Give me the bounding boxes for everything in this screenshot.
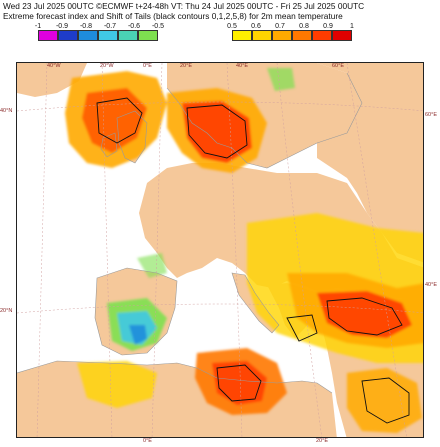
legend-positive-tick-4: 0.9 [323,23,333,30]
legend-negative-swatch-0 [38,30,58,41]
shift-of-tails-contours [96,97,410,424]
coord-right-1: 40°E [425,282,437,288]
efi-map [16,62,424,438]
legend-negative-tick-0: -1 [34,23,42,30]
legend-positive-swatch-4 [312,30,332,41]
chart-title: Wed 23 Jul 2025 00UTC ©ECMWF t+24-48h VT… [3,1,365,11]
legend-negative-tick-2: -0.8 [79,23,93,30]
legend-negative-tick-1: -0.9 [55,23,69,30]
coord-top-3: 20°E [180,63,192,69]
legend-positive-tick-3: 0.8 [299,23,309,30]
legend-positive-swatch-1 [252,30,272,41]
coord-bottom-0: 0°E [143,438,152,444]
legend-negative-swatch-2 [78,30,98,41]
coord-top-0: 40°W [47,63,61,69]
legend-negative-tick-4: -0.6 [127,23,141,30]
legend-positive-tick-2: 0.7 [275,23,285,30]
coord-left-1: 20°N [0,308,13,314]
legend-positive-tick-5: 1 [350,23,354,30]
coord-top-5: 60°E [332,63,344,69]
legend-negative-swatch-4 [118,30,138,41]
legend-positive-swatch-5 [332,30,352,41]
legend-positive-tick-0: 0.5 [227,23,237,30]
legend-negative-swatch-1 [58,30,78,41]
coord-left-0: 40°N [0,108,13,114]
legend-positive-swatch-2 [272,30,292,41]
coord-right-0: 60°E [425,112,437,118]
coord-top-4: 40°E [236,63,248,69]
legend-negative-tick-3: -0.7 [103,23,117,30]
legend-negative-tick-5: -0.5 [151,23,165,30]
chart-subtitle: Extreme forecast index and Shift of Tail… [3,11,343,21]
coord-top-1: 20°W [100,63,114,69]
legend-negative-swatch-3 [98,30,118,41]
legend-positive-tick-1: 0.6 [251,23,261,30]
graticule [17,63,423,437]
legend-negative-scale [38,30,158,41]
legend-positive-swatch-3 [292,30,312,41]
legend-positive-scale [232,30,352,41]
legend-positive-swatch-0 [232,30,252,41]
coord-top-2: 0°E [143,63,152,69]
legend-negative-swatch-5 [138,30,158,41]
coastlines [17,72,363,394]
coord-bottom-1: 20°E [316,438,328,444]
